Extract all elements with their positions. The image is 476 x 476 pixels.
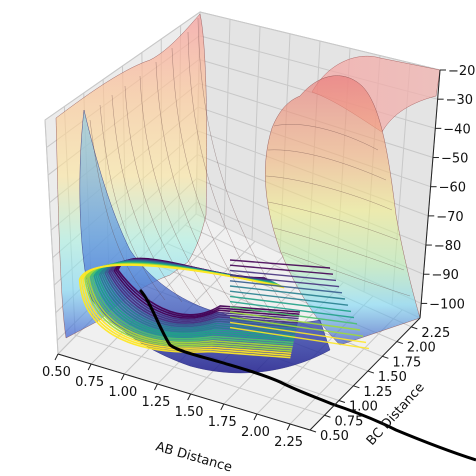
grid-line [223, 19, 231, 228]
z-tick-label: −60 [439, 181, 466, 196]
y-tick-mark [338, 400, 346, 404]
contour-line [229, 311, 361, 331]
y-tick-mark [396, 341, 404, 345]
contour-line [229, 316, 364, 337]
tick-marks: 0.500.751.001.251.501.752.002.25 0.500.75… [42, 64, 475, 450]
z-tick-label: −80 [434, 239, 461, 254]
x-tick-mark [286, 423, 291, 431]
contour-line [229, 295, 352, 313]
x-tick-label: 2.25 [274, 435, 303, 450]
x-tick-label: 2.00 [241, 425, 270, 440]
x-tick-label: 1.00 [108, 385, 137, 400]
y-tick-mark [353, 385, 360, 389]
x-axis-label: AB Distance [154, 439, 234, 475]
grid-line [251, 26, 261, 241]
z-tick-label: −30 [446, 93, 473, 108]
reaction-trajectory [138, 288, 476, 462]
x-tick-mark [220, 403, 225, 411]
x-tick-label: 0.50 [42, 365, 71, 380]
contour-line [78, 264, 291, 359]
x-tick-mark [253, 413, 258, 421]
contour-line [229, 280, 343, 294]
y-tick-mark [324, 414, 331, 418]
x-tick-mark [187, 393, 192, 401]
y-tick-label: 1.25 [363, 385, 392, 400]
grid-line [44, 119, 59, 355]
axis-lines [57, 69, 441, 431]
contour-line [229, 269, 337, 282]
contour-line [229, 326, 370, 350]
z-tick-label: −50 [441, 152, 468, 167]
x-tick-mark [120, 373, 125, 381]
y-tick-label: 1.75 [392, 355, 421, 370]
y-tick-label: 1.00 [349, 400, 378, 415]
contour-line [229, 274, 340, 288]
contour-line [229, 290, 349, 306]
z-tick-label: −100 [429, 297, 465, 312]
y-tick-label: 2.25 [421, 326, 450, 341]
x-tick-mark [54, 353, 59, 361]
y-tick-mark [367, 370, 375, 374]
y-tick-label: 2.00 [407, 341, 436, 356]
y-tick-mark [411, 326, 418, 330]
x-tick-mark [87, 363, 92, 371]
y-tick-label: 0.75 [334, 414, 363, 429]
contour-line [229, 306, 358, 325]
z-tick-label: −40 [443, 122, 470, 137]
y-tick-mark [382, 355, 389, 359]
x-tick-label: 1.75 [208, 415, 237, 430]
x-tick-mark [154, 383, 158, 391]
contour-line [229, 259, 331, 269]
contour-line [229, 300, 355, 319]
contour-lines [78, 257, 370, 359]
z-tick-label: −20 [448, 64, 475, 79]
y-tick-mark [309, 429, 317, 433]
x-tick-label: 1.50 [175, 405, 204, 420]
x-tick-label: 0.75 [75, 375, 104, 390]
contour-line [229, 264, 334, 275]
contour-line [229, 285, 346, 300]
x-tick-label: 1.25 [141, 395, 170, 410]
y-tick-label: 1.50 [378, 370, 407, 385]
grid-line [76, 335, 325, 416]
contour-line [229, 321, 367, 344]
z-tick-label: −90 [432, 268, 459, 283]
y-tick-label: 0.50 [320, 429, 349, 444]
z-tick-label: −70 [436, 210, 463, 225]
